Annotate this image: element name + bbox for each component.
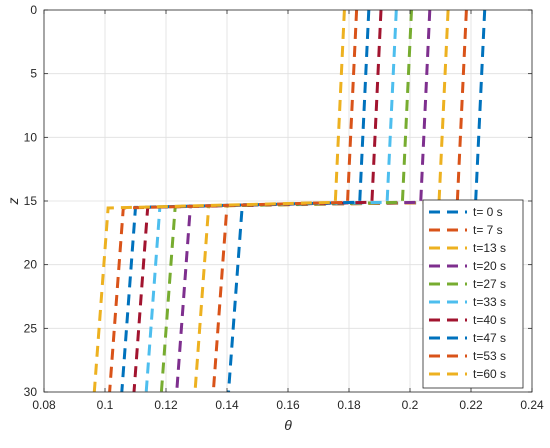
x-tick-label: 0.22	[459, 398, 483, 412]
y-tick-label: 15	[24, 194, 38, 208]
legend-entry-label: t=60 s	[473, 367, 506, 381]
series-lines	[92, 9, 487, 393]
series-line-6	[132, 9, 383, 393]
series-line-9	[92, 9, 346, 393]
x-tick-label: 0.14	[215, 398, 239, 412]
x-tick-label: 0.2	[402, 398, 419, 412]
y-tick-label: 20	[24, 258, 38, 272]
y-tick-label: 30	[24, 385, 38, 399]
x-tick-label: 0.1	[97, 398, 114, 412]
legend-entry-label: t=53 s	[473, 349, 506, 363]
legend-entry-label: t=13 s	[473, 241, 506, 255]
x-tick-label: 0.12	[154, 398, 178, 412]
legend-entry-label: t=33 s	[473, 295, 506, 309]
x-axis-label: θ	[284, 417, 292, 433]
legend-entry-label: t=40 s	[473, 313, 506, 327]
y-tick-label: 25	[24, 321, 38, 335]
x-tick-label: 0.24	[520, 398, 544, 412]
legend-entry-label: t=27 s	[473, 277, 506, 291]
series-line-7	[120, 9, 371, 393]
y-axis-label: z	[5, 198, 21, 206]
legend-entry-label: t=47 s	[473, 331, 506, 345]
y-tick-label: 10	[24, 130, 38, 144]
x-tick-label: 0.08	[32, 398, 56, 412]
y-tick-label: 5	[30, 67, 37, 81]
x-tick-label: 0.18	[337, 398, 361, 412]
y-tick-label: 0	[30, 3, 37, 17]
legend: t= 0 s t= 7 s t=13 s t=20 s t=27 s t=33 s t=40…	[422, 199, 524, 389]
series-line-8	[108, 9, 359, 393]
legend-entry-label: t= 0 s	[473, 205, 503, 219]
legend-entry-label: t= 7 s	[473, 223, 503, 237]
x-tick-label: 0.16	[276, 398, 300, 412]
axis-ticks: 0.08 0.1 0.12 0.14 0.16 0.18 0.2 0.22 0.24 0 5 10 15…	[24, 3, 544, 412]
legend-entry-label: t=20 s	[473, 259, 506, 273]
